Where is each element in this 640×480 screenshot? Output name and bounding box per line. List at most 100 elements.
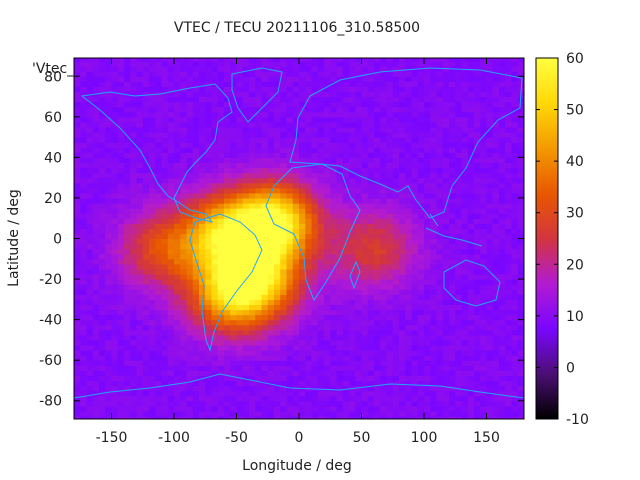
heatmap-cell — [299, 243, 306, 250]
heatmap-cell — [336, 126, 344, 133]
heatmap-cell — [174, 405, 181, 412]
heatmap-cell — [355, 410, 363, 417]
heatmap-cell — [80, 319, 88, 326]
heatmap-cell — [424, 339, 431, 346]
heatmap-cell — [380, 121, 388, 128]
heatmap-cell — [205, 314, 213, 321]
heatmap-cell — [380, 167, 388, 174]
heatmap-cell — [111, 268, 119, 275]
heatmap-cell — [492, 91, 500, 98]
heatmap-cell — [467, 106, 475, 113]
heatmap-cell — [86, 126, 94, 133]
heatmap-cell — [399, 121, 406, 128]
heatmap-cell — [142, 152, 150, 158]
heatmap-cell — [105, 182, 113, 189]
heatmap-cell — [142, 132, 150, 138]
heatmap-cell — [199, 329, 206, 336]
heatmap-cell — [405, 58, 413, 62]
heatmap-cell — [180, 182, 188, 189]
heatmap-cell — [355, 355, 363, 361]
heatmap-cell — [161, 121, 169, 128]
heatmap-cell — [449, 365, 456, 371]
heatmap-cell — [111, 355, 119, 361]
heatmap-cell — [192, 309, 200, 316]
heatmap-cell — [111, 101, 119, 108]
heatmap-cell — [480, 121, 488, 128]
heatmap-cell — [180, 268, 188, 275]
heatmap-cell — [505, 370, 513, 376]
heatmap-cell — [424, 365, 431, 371]
heatmap-cell — [261, 76, 269, 82]
heatmap-cell — [449, 304, 456, 311]
heatmap-cell — [86, 187, 94, 194]
heatmap-cell — [367, 350, 375, 356]
heatmap-cell — [217, 132, 225, 138]
heatmap-cell — [442, 197, 450, 204]
heatmap-cell — [217, 208, 225, 214]
heatmap-cell — [130, 243, 138, 250]
heatmap-cell — [217, 121, 225, 128]
heatmap-cell — [499, 405, 506, 412]
heatmap-cell — [311, 182, 319, 189]
heatmap-cell — [399, 152, 406, 158]
heatmap-cell — [349, 197, 356, 204]
heatmap-cell — [242, 253, 250, 260]
heatmap-cell — [330, 395, 338, 402]
heatmap-cell — [336, 415, 344, 419]
heatmap-cell — [80, 76, 88, 82]
heatmap-cell — [424, 273, 431, 280]
heatmap-cell — [267, 314, 275, 321]
heatmap-cell — [86, 329, 94, 336]
heatmap-cell — [149, 86, 156, 93]
heatmap-cell — [192, 152, 200, 158]
heatmap-cell — [117, 152, 125, 158]
heatmap-cell — [417, 213, 425, 219]
heatmap-cell — [486, 395, 494, 402]
heatmap-cell — [449, 203, 456, 209]
heatmap-cell — [217, 400, 225, 407]
heatmap-cell — [80, 243, 88, 250]
heatmap-cell — [449, 299, 456, 306]
heatmap-cell — [299, 365, 306, 371]
heatmap-cell — [330, 157, 338, 164]
heatmap-cell — [149, 218, 156, 224]
heatmap-cell — [155, 58, 163, 62]
heatmap-cell — [486, 147, 494, 153]
heatmap-cell — [180, 137, 188, 143]
heatmap-cell — [311, 213, 319, 219]
heatmap-cell — [480, 116, 488, 123]
heatmap-cell — [499, 339, 506, 346]
heatmap-cell — [74, 268, 81, 275]
heatmap-cell — [180, 299, 188, 306]
heatmap-cell — [505, 415, 513, 419]
heatmap-cell — [249, 86, 256, 93]
heatmap-cell — [386, 76, 394, 82]
heatmap-cell — [392, 405, 400, 412]
heatmap-cell — [286, 263, 294, 270]
heatmap-cell — [386, 309, 394, 316]
heatmap-cell — [324, 223, 331, 229]
heatmap-cell — [161, 91, 169, 98]
heatmap-cell — [105, 279, 113, 285]
heatmap-cell — [261, 329, 269, 336]
heatmap-cell — [474, 339, 481, 346]
heatmap-cell — [261, 405, 269, 412]
heatmap-cell — [180, 365, 188, 371]
heatmap-cell — [155, 76, 163, 82]
heatmap-cell — [355, 218, 363, 224]
heatmap-cell — [374, 390, 381, 397]
heatmap-cell — [361, 360, 369, 366]
heatmap-cell — [80, 177, 88, 184]
heatmap-cell — [492, 415, 500, 419]
heatmap-cell — [299, 324, 306, 331]
heatmap-cell — [324, 319, 331, 326]
heatmap-cell — [361, 71, 369, 77]
heatmap-cell — [199, 213, 206, 219]
heatmap-cell — [467, 213, 475, 219]
heatmap-cell — [174, 106, 181, 113]
heatmap-cell — [255, 400, 263, 407]
heatmap-cell — [280, 375, 288, 382]
heatmap-cell — [292, 91, 300, 98]
heatmap-cell — [111, 258, 119, 265]
heatmap-cell — [467, 203, 475, 209]
